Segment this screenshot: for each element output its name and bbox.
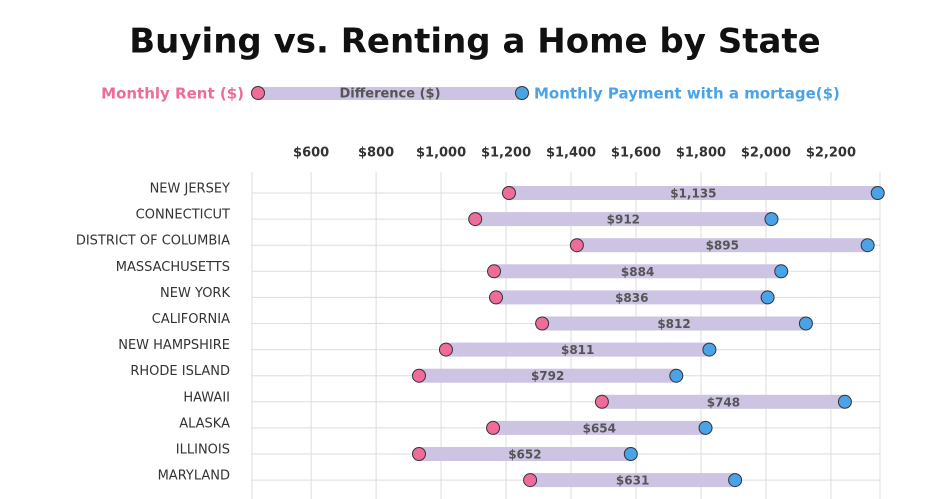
- legend-dot-rent: [251, 86, 265, 100]
- x-tick-label: $600: [293, 146, 329, 161]
- rent-dot: [438, 342, 453, 357]
- mortgage-dot: [774, 264, 789, 279]
- y-tick-label: MASSACHUSETTS: [116, 260, 230, 275]
- data-label: $836: [615, 291, 648, 305]
- rent-dot: [468, 212, 483, 227]
- x-tick-label: $1,000: [416, 146, 466, 161]
- mortgage-dot: [870, 186, 885, 200]
- x-tick-label: $1,800: [676, 146, 726, 161]
- data-label: $652: [508, 448, 541, 462]
- rent-dot: [523, 473, 538, 488]
- data-label: $792: [531, 369, 564, 383]
- x-tick-label: $2,200: [806, 146, 856, 161]
- data-label: $1,135: [670, 187, 716, 201]
- legend-label: Monthly Rent ($): [101, 85, 244, 103]
- data-label: $912: [607, 213, 640, 227]
- rent-dot: [594, 394, 609, 409]
- y-tick-label: CALIFORNIA: [152, 312, 230, 327]
- mortgage-dot: [798, 316, 813, 331]
- y-tick-label: NEW HAMPSHIRE: [118, 338, 230, 353]
- y-tick-label: ILLINOIS: [176, 443, 230, 458]
- difference-bar: [508, 186, 878, 200]
- y-tick-label: HAWAII: [183, 390, 230, 405]
- mortgage-dot: [623, 447, 638, 461]
- data-label: $631: [616, 474, 649, 488]
- x-tick-label: $2,000: [741, 146, 791, 161]
- mortgage-dot: [702, 342, 717, 357]
- rent-dot: [487, 264, 502, 279]
- legend-label: Monthly Payment with a mortage($): [534, 85, 840, 103]
- difference-bar: [542, 316, 806, 331]
- legend-bar: [258, 87, 522, 100]
- difference-bar: [495, 290, 768, 305]
- x-tick-label: $1,400: [546, 146, 596, 161]
- data-label: $812: [657, 317, 690, 331]
- chart-title: Buying vs. Renting a Home by State: [129, 22, 820, 62]
- data-label: $884: [621, 265, 654, 279]
- rent-dot: [569, 238, 584, 253]
- y-tick-label: CONNECTICUT: [136, 208, 230, 223]
- x-tick-label: $800: [358, 146, 394, 161]
- difference-bar: [494, 264, 782, 279]
- difference-bar: [576, 238, 868, 253]
- difference-bar: [445, 342, 710, 357]
- y-tick-label: NEW YORK: [160, 286, 230, 301]
- rent-dot: [486, 420, 501, 435]
- y-tick-label: RHODE ISLAND: [130, 364, 230, 379]
- mortgage-dot: [728, 473, 743, 488]
- mortgage-dot: [764, 212, 779, 227]
- rent-dot: [535, 316, 550, 331]
- difference-bar: [601, 394, 845, 409]
- difference-bar: [418, 447, 631, 461]
- y-tick-label: NEW JERSEY: [150, 182, 230, 197]
- rent-dot: [411, 447, 426, 461]
- data-label: $748: [707, 395, 740, 409]
- legend-label: Difference ($): [339, 87, 440, 102]
- mortgage-dot: [837, 394, 852, 409]
- rent-dot: [488, 290, 503, 305]
- mortgage-dot: [760, 290, 775, 305]
- x-tick-label: $1,600: [611, 146, 661, 161]
- difference-bar: [475, 212, 772, 227]
- data-label: $811: [561, 343, 594, 357]
- legend-dot-mortgage: [515, 86, 529, 100]
- mortgage-dot: [860, 238, 875, 253]
- rent-dot: [411, 368, 426, 383]
- difference-bar: [418, 368, 677, 383]
- difference-bar: [493, 420, 706, 435]
- y-tick-label: DISTRICT OF COLUMBIA: [76, 234, 230, 249]
- mortgage-dot: [669, 368, 684, 383]
- data-label: $654: [583, 421, 616, 435]
- x-tick-label: $1,200: [481, 146, 531, 161]
- y-tick-label: ALASKA: [179, 416, 230, 431]
- data-label: $895: [706, 239, 739, 253]
- y-tick-label: MARYLAND: [158, 469, 230, 484]
- difference-bar: [530, 473, 736, 488]
- rent-dot: [501, 186, 516, 200]
- mortgage-dot: [698, 420, 713, 435]
